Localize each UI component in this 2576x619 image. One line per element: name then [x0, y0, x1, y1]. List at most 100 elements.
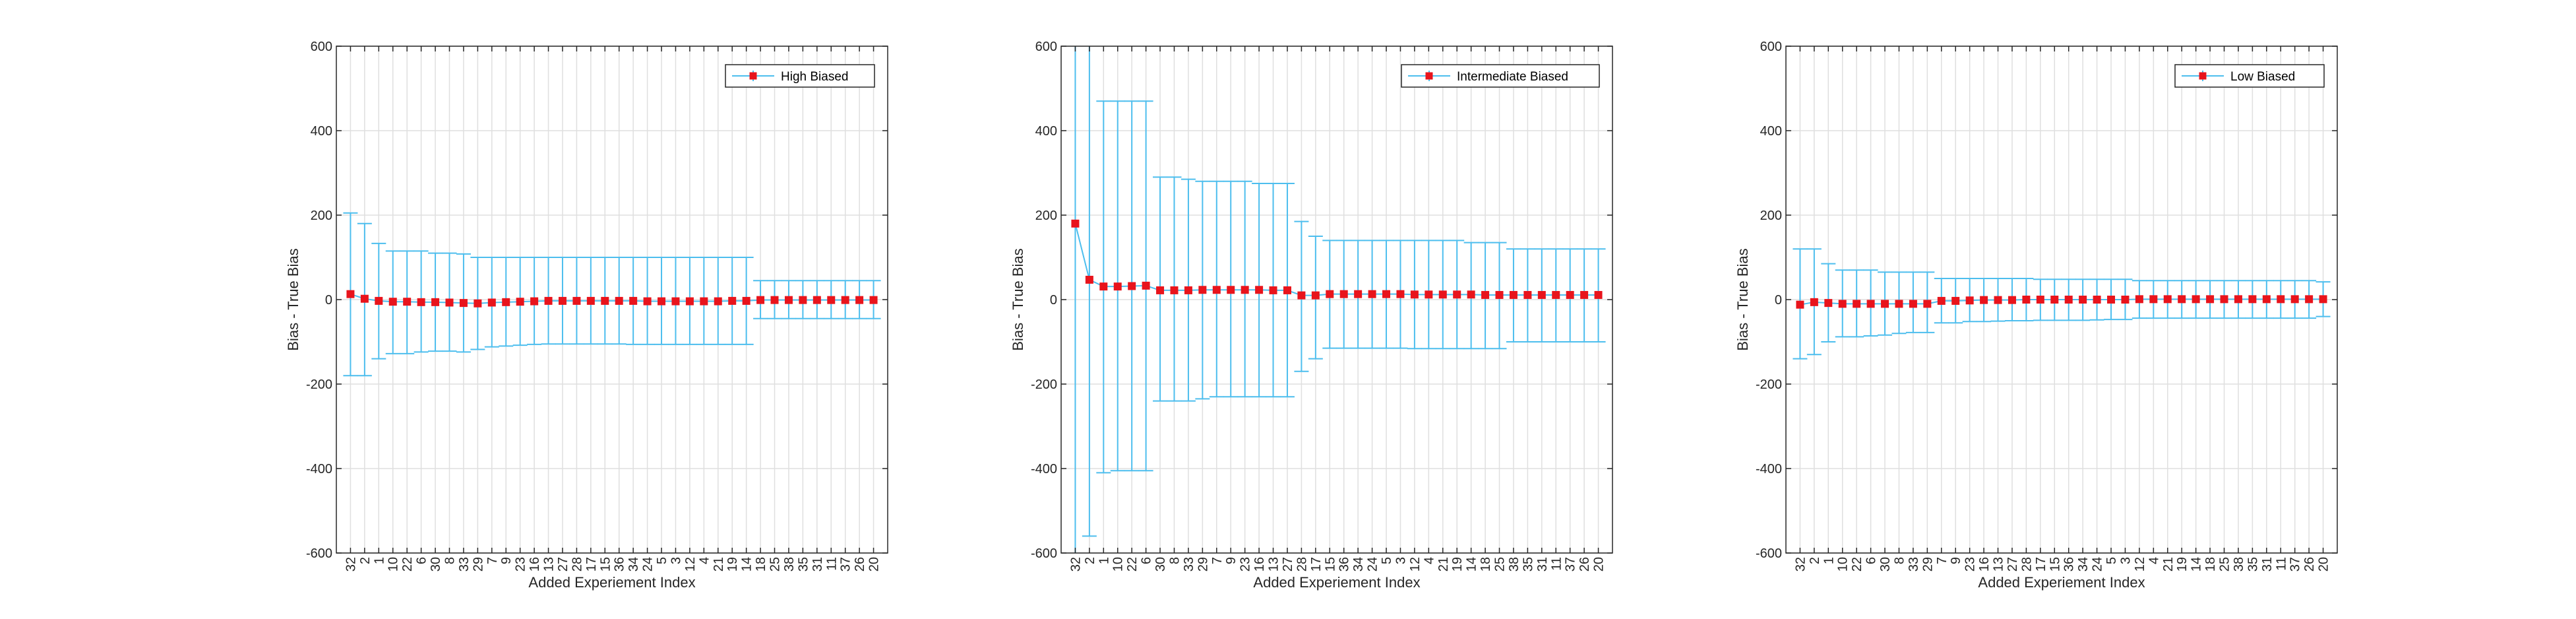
data-point [388, 298, 397, 306]
y-tick-label: 600 [311, 40, 332, 54]
data-point [2277, 295, 2285, 304]
x-tick-label: 23 [1963, 557, 1978, 571]
data-point [1895, 300, 1903, 308]
legend: Low Biased [2174, 64, 2325, 88]
x-tick-label: 12 [683, 557, 698, 571]
y-tick-label: 600 [1760, 40, 1782, 54]
y-tick-label: -200 [1756, 377, 1782, 392]
x-tick-label: 25 [768, 557, 783, 571]
x-tick-label: 36 [1337, 557, 1352, 571]
x-tick-label: 15 [1323, 557, 1337, 571]
x-tick-label: 29 [1196, 557, 1210, 571]
x-tick-label: 20 [1592, 557, 1607, 571]
x-tick-label: 38 [782, 557, 797, 571]
x-tick-label: 21 [2161, 557, 2176, 571]
data-point [2022, 296, 2031, 304]
y-tick-label: 400 [311, 124, 332, 139]
data-point [2192, 295, 2200, 304]
data-point [1113, 282, 1122, 291]
data-point [643, 297, 652, 306]
x-tick-label: 21 [712, 557, 726, 571]
y-tick-label: 200 [1035, 209, 1057, 223]
data-point [658, 297, 666, 306]
x-tick-label: 10 [1836, 557, 1851, 571]
data-point [685, 297, 694, 306]
data-point [474, 299, 482, 308]
data-point [1580, 290, 1589, 299]
data-point [530, 297, 539, 306]
data-point [1085, 275, 1093, 284]
data-point [841, 296, 849, 304]
data-point [1467, 290, 1475, 299]
data-point [1425, 290, 1433, 299]
data-point [728, 296, 737, 305]
x-tick-label: 12 [1408, 557, 1423, 571]
data-point [1410, 290, 1419, 299]
x-tick-label: 16 [1252, 557, 1267, 571]
legend-marker [749, 72, 757, 80]
x-tick-label: 16 [528, 557, 542, 571]
legend: Intermediate Biased [1401, 64, 1600, 88]
data-point [1796, 300, 1804, 309]
x-tick-label: 9 [1949, 557, 1963, 564]
x-tick-label: 28 [2019, 557, 2034, 571]
y-tick-label: -400 [1756, 462, 1782, 476]
y-tick-label: 600 [1035, 40, 1057, 54]
x-tick-label: 32 [344, 557, 358, 571]
x-tick-label: 12 [2133, 557, 2147, 571]
data-point [1156, 286, 1165, 294]
x-tick-label: 6 [1864, 557, 1879, 564]
data-point [2064, 296, 2073, 304]
data-point [2093, 296, 2101, 304]
data-point [459, 299, 468, 308]
y-tick-label: 0 [325, 293, 332, 308]
x-tick-label: 7 [485, 557, 500, 564]
x-tick-label: 2 [1808, 557, 1822, 564]
data-point [2135, 295, 2143, 304]
x-tick-label: 26 [1578, 557, 1592, 571]
data-point [1937, 296, 1946, 305]
legend-label: High Biased [781, 70, 848, 84]
x-tick-label: 5 [655, 557, 669, 564]
data-point [2290, 295, 2299, 304]
data-point [869, 296, 878, 304]
x-tick-label: 26 [2302, 557, 2317, 571]
data-point [360, 294, 369, 303]
data-point [544, 296, 553, 305]
legend-label: Low Biased [2230, 70, 2295, 84]
y-axis-label: Bias - True Bias [285, 248, 301, 350]
legend-marker [2199, 72, 2207, 80]
legend-box [2174, 64, 2325, 88]
x-tick-label: 24 [2091, 557, 2105, 571]
x-tick-label: 17 [2034, 557, 2048, 571]
data-point [2079, 296, 2087, 304]
x-tick-label: 7 [1210, 557, 1225, 564]
data-point [2319, 295, 2327, 304]
data-point [1909, 300, 1917, 308]
x-tick-label: 35 [2246, 557, 2260, 571]
x-axis-label: Added Experiement Index [1253, 574, 1420, 591]
y-axis-label: Bias - True Bias [1734, 248, 1751, 350]
data-point [601, 296, 609, 305]
data-point [2220, 295, 2228, 304]
data-point [445, 298, 454, 307]
y-tick-label: -200 [1031, 377, 1057, 392]
data-point [671, 297, 680, 306]
data-point [1853, 300, 1861, 308]
x-tick-label: 31 [2260, 557, 2275, 571]
y-tick-label: 200 [311, 209, 332, 223]
data-point [572, 296, 581, 305]
data-point [756, 296, 765, 304]
data-point [813, 296, 821, 304]
data-point [714, 297, 722, 306]
x-tick-label: 34 [1351, 557, 1366, 571]
data-point [516, 298, 524, 306]
x-tick-label: 28 [1295, 557, 1309, 571]
x-tick-label: 3 [2118, 557, 2133, 564]
x-tick-label: 25 [1493, 557, 1508, 571]
data-point [1297, 291, 1306, 300]
